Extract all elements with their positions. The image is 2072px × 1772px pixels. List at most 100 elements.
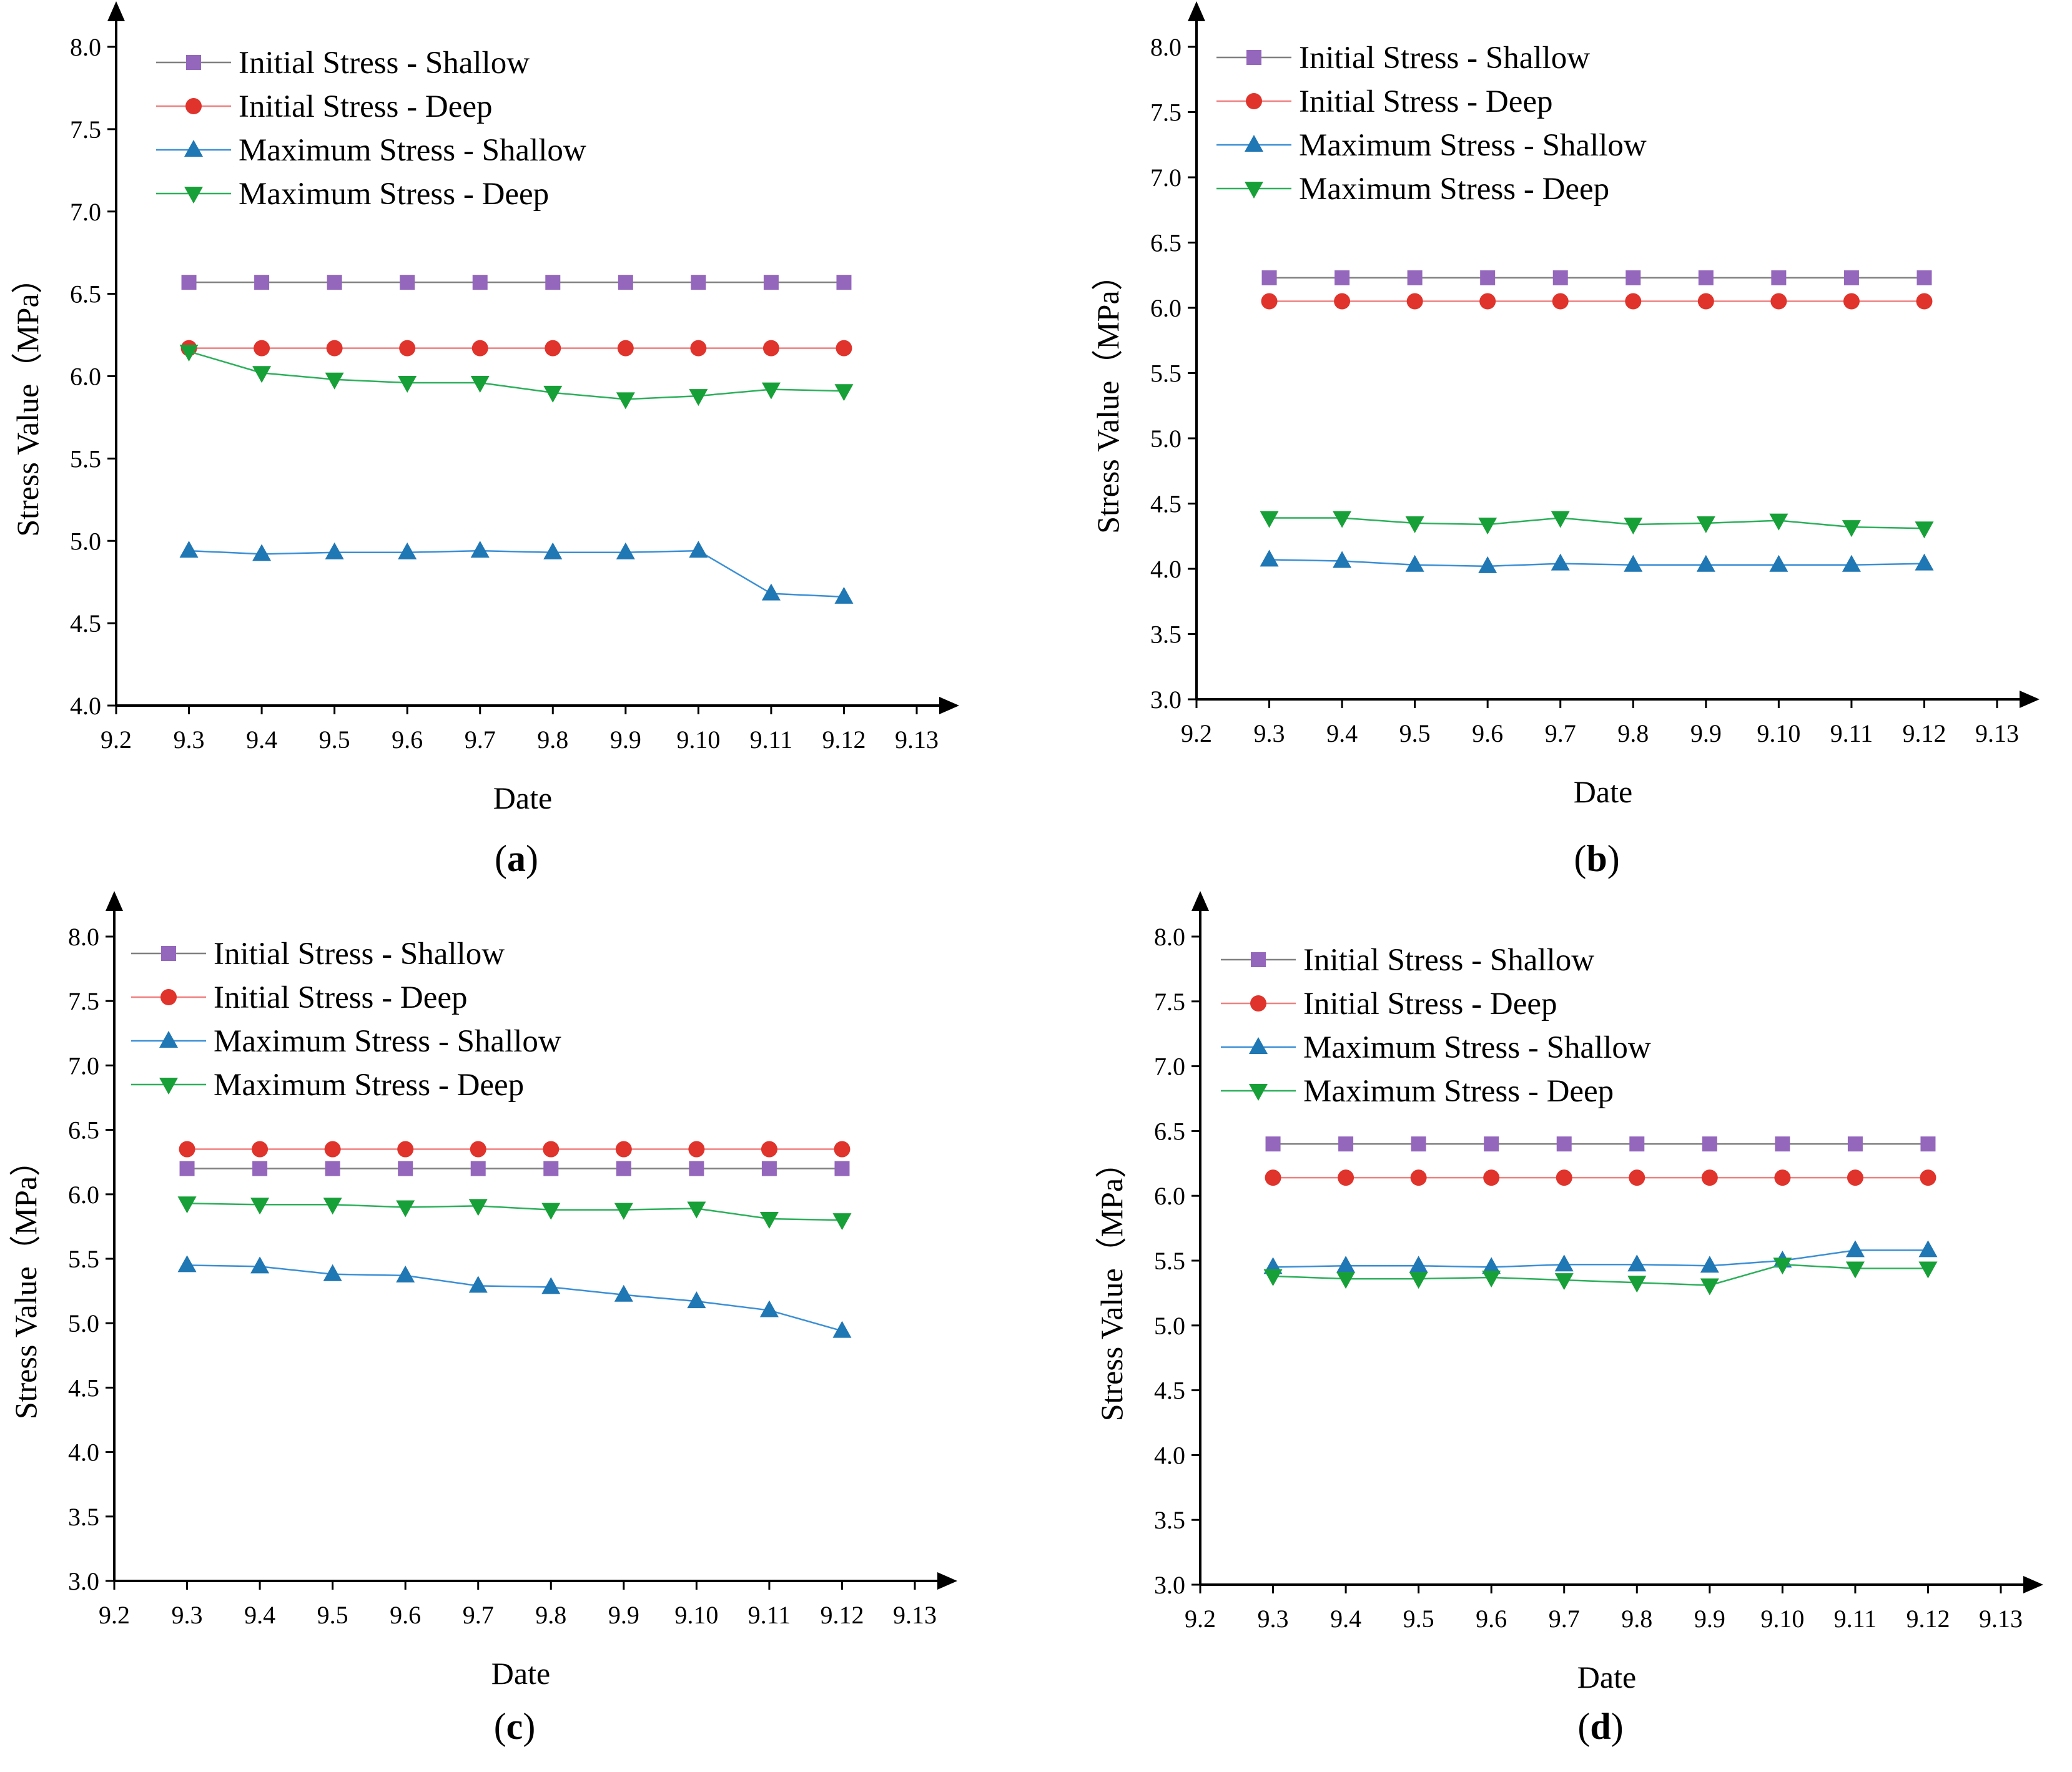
x-tick-label: 9.2 xyxy=(99,1601,130,1629)
legend-label: Initial Stress - Deep xyxy=(1303,987,1557,1021)
data-point xyxy=(1336,1256,1356,1273)
data-point xyxy=(689,1161,704,1176)
legend-marker-icon xyxy=(1246,93,1262,109)
data-point xyxy=(1336,1272,1356,1289)
series-line xyxy=(1273,1249,1928,1268)
x-tick-label: 9.12 xyxy=(1906,1605,1950,1633)
x-tick-label: 9.10 xyxy=(676,726,720,754)
x-tick-label: 9.6 xyxy=(1472,719,1503,747)
data-point xyxy=(1410,1169,1427,1186)
data-point xyxy=(1770,293,1787,310)
y-tick-label: 4.5 xyxy=(1154,1377,1185,1405)
data-point xyxy=(1629,1169,1645,1186)
data-point xyxy=(398,1161,413,1176)
data-point xyxy=(1917,270,1932,285)
x-tick-label: 9.2 xyxy=(1185,1605,1216,1633)
y-tick-label: 4.0 xyxy=(70,692,101,720)
x-axis-arrow-icon xyxy=(937,1572,957,1590)
legend-label: Maximum Stress - Deep xyxy=(214,1068,524,1103)
x-tick-label: 9.7 xyxy=(1545,719,1576,747)
x-tick-label: 9.8 xyxy=(537,726,568,754)
legend: Initial Stress - Shallow Initial Stress -… xyxy=(1221,943,1651,1109)
data-point xyxy=(759,1300,779,1317)
data-point xyxy=(396,1200,415,1218)
data-point xyxy=(1701,1169,1718,1186)
data-point xyxy=(1334,270,1350,285)
series-initial_shallow xyxy=(179,1161,850,1176)
data-point xyxy=(468,1199,488,1216)
y-axis-arrow-icon xyxy=(1188,1,1205,21)
x-axis-arrow-icon xyxy=(2020,691,2040,708)
data-point xyxy=(1918,1240,1938,1258)
x-tick-label: 9.13 xyxy=(1975,719,2019,747)
y-axis-title: Stress Value（MPa） xyxy=(1094,1147,1129,1421)
legend-label: Initial Stress - Shallow xyxy=(1299,41,1590,76)
data-point xyxy=(1480,270,1496,285)
data-point xyxy=(399,340,416,357)
data-point xyxy=(1625,293,1642,310)
legend: Initial Stress - Shallow Initial Stress -… xyxy=(1216,41,1647,207)
data-point xyxy=(1333,511,1352,528)
data-point xyxy=(688,1141,705,1158)
legend-marker-icon xyxy=(1246,50,1261,65)
data-point xyxy=(1265,1169,1281,1186)
data-point xyxy=(834,1161,850,1176)
data-point xyxy=(1405,516,1424,533)
x-tick-label: 9.11 xyxy=(1834,1605,1877,1633)
data-point xyxy=(1773,1258,1792,1275)
data-point xyxy=(1624,554,1643,572)
data-point xyxy=(1847,1169,1863,1186)
y-tick-label: 6.5 xyxy=(68,1116,99,1144)
data-point xyxy=(396,1265,415,1282)
data-point xyxy=(1478,517,1497,534)
data-point xyxy=(1915,521,1934,539)
y-tick-label: 4.0 xyxy=(1150,555,1182,583)
data-point xyxy=(1334,293,1351,310)
y-axis-arrow-icon xyxy=(107,1,125,21)
data-point xyxy=(1918,1261,1938,1279)
data-point xyxy=(1338,1169,1354,1186)
data-point xyxy=(1920,1169,1936,1186)
legend-label: Initial Stress - Shallow xyxy=(1303,943,1594,978)
data-point xyxy=(761,382,781,400)
y-axis-arrow-icon xyxy=(1191,891,1209,911)
data-point xyxy=(470,376,490,393)
data-point xyxy=(1627,1254,1647,1272)
data-point xyxy=(1843,270,1859,285)
y-tick-label: 8.0 xyxy=(1154,923,1185,951)
y-tick-label: 6.5 xyxy=(1154,1117,1185,1145)
data-point xyxy=(618,275,633,290)
data-point xyxy=(1629,1136,1645,1152)
data-point xyxy=(1551,553,1570,571)
x-axis-title: Date xyxy=(1577,1660,1636,1695)
data-point xyxy=(761,1141,777,1158)
data-point xyxy=(1406,293,1423,310)
data-point xyxy=(615,1141,632,1158)
chart-panel-a: 9.2 9.3 9.4 9.5 9.6 9.7 9.8 9.9 9.10 9.11 9.12 9.13… xyxy=(10,1,959,879)
x-tick-label: 9.10 xyxy=(674,1601,718,1629)
legend-marker-icon xyxy=(1245,135,1263,152)
data-point xyxy=(398,542,417,559)
y-tick-label: 7.0 xyxy=(1154,1053,1185,1081)
x-tick-label: 9.8 xyxy=(1621,1605,1652,1633)
legend-marker-icon xyxy=(161,946,176,961)
data-point xyxy=(1626,270,1641,285)
panel-label: (c) xyxy=(494,1706,536,1747)
data-point xyxy=(1556,1169,1572,1186)
data-point xyxy=(541,1203,561,1220)
data-point xyxy=(617,340,634,357)
data-point xyxy=(834,1141,851,1158)
legend-marker-icon xyxy=(1245,182,1263,199)
data-point xyxy=(1775,1136,1790,1152)
data-point xyxy=(1409,1256,1428,1273)
y-tick-label: 7.0 xyxy=(68,1051,99,1080)
x-tick-label: 9.9 xyxy=(1694,1605,1725,1633)
data-point xyxy=(397,1141,414,1158)
x-tick-label: 9.6 xyxy=(390,1601,421,1629)
x-tick-label: 9.5 xyxy=(319,726,350,754)
data-point xyxy=(1624,517,1643,534)
data-point xyxy=(832,1213,852,1231)
data-point xyxy=(1915,553,1934,571)
y-tick-label: 4.0 xyxy=(1154,1441,1185,1469)
x-axis-arrow-icon xyxy=(939,697,959,714)
